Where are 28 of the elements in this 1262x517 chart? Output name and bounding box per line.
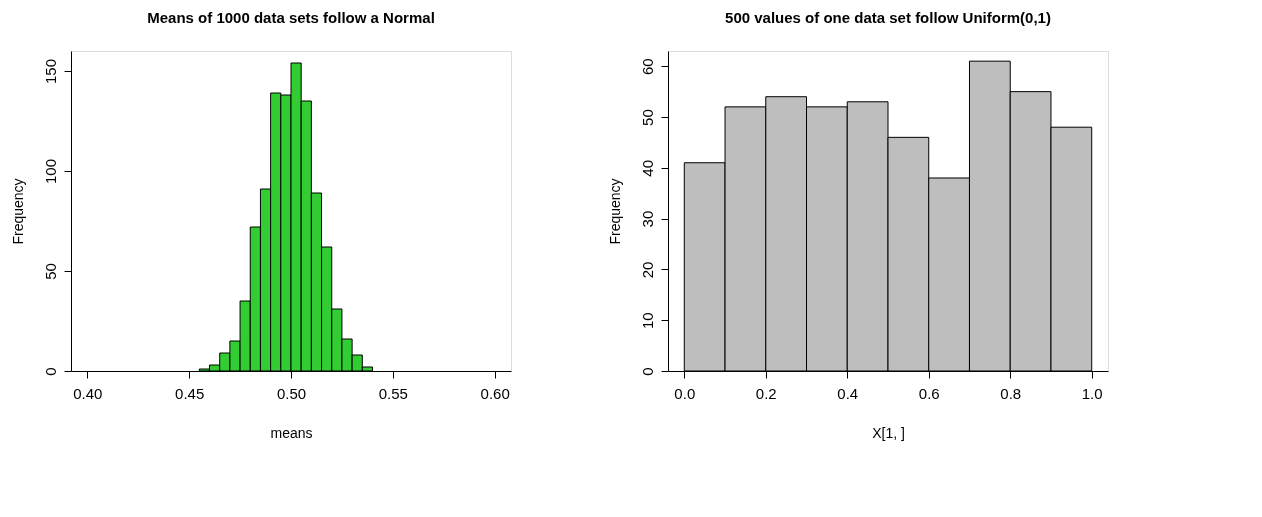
y-axis-title: Frequency xyxy=(606,178,623,245)
x-tick-label: 0.6 xyxy=(918,384,940,402)
y-tick-label: 40 xyxy=(638,159,656,177)
x-tick-label: 0.0 xyxy=(674,384,696,402)
y-tick-label: 0 xyxy=(638,367,656,376)
y-tick-label: 30 xyxy=(638,210,656,228)
y-tick-label: 50 xyxy=(41,263,59,280)
x-tick-label: 0.50 xyxy=(276,384,307,402)
x-tick-label: 0.2 xyxy=(755,384,777,402)
x-tick-label: 0.45 xyxy=(175,384,205,402)
x-tick-label: 0.8 xyxy=(1000,384,1022,402)
x-axis-title: X[1, ] xyxy=(872,424,905,441)
x-tick-label: 0.60 xyxy=(480,384,510,402)
x-tick-label: 0.55 xyxy=(378,384,408,402)
x-tick-label: 0.40 xyxy=(73,384,103,402)
y-tick-label: 0 xyxy=(41,367,59,376)
chart-title: Means of 1000 data sets follow a Normal xyxy=(147,9,435,26)
x-axis-title: means xyxy=(270,424,313,441)
chart-title: 500 values of one data set follow Uniform(0,1) xyxy=(725,9,1051,26)
x-tick-label: 0.4 xyxy=(837,384,859,402)
y-tick-label: 60 xyxy=(638,58,656,76)
x-tick-label: 1.0 xyxy=(1081,384,1103,402)
y-tick-label: 10 xyxy=(638,312,656,330)
y-axis-title: Frequency xyxy=(9,178,26,245)
y-tick-label: 100 xyxy=(41,158,59,185)
y-tick-label: 20 xyxy=(638,261,656,279)
y-tick-label: 150 xyxy=(41,58,59,85)
y-tick-label: 50 xyxy=(638,109,656,126)
